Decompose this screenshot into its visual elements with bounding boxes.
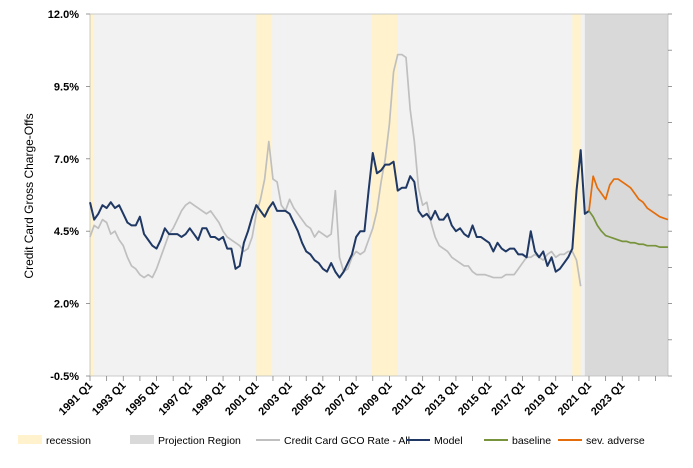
x-tick-label: 2001 Q1 <box>223 380 261 418</box>
series-lines <box>89 53 669 287</box>
legend-label: sev. adverse <box>586 435 645 447</box>
projection-region-band <box>584 14 668 376</box>
y-axis: -0.5% 2.0% 4.5% 7.0% 9.5% 12.0% <box>48 9 672 383</box>
legend-item: Credit Card GCO Rate - All <box>256 435 410 447</box>
x-tick-label: 2021 Q1 <box>556 380 594 418</box>
x-tick-label: 1995 Q1 <box>123 380 161 418</box>
recession-band <box>256 14 273 376</box>
y-tick-label: 12.0% <box>48 9 79 21</box>
y-tick-label: 2.0% <box>54 299 79 311</box>
x-tick-label: 2023 Q1 <box>589 380 627 418</box>
x-tick-label: 2019 Q1 <box>523 380 561 418</box>
x-tick-label: 2013 Q1 <box>423 380 461 418</box>
x-tick-label: 2011 Q1 <box>390 380 428 418</box>
x-tick-label: 1997 Q1 <box>157 380 195 418</box>
legend-item: Model <box>406 435 463 447</box>
legend-label: recession <box>46 435 91 447</box>
recession-band <box>90 14 95 376</box>
legend-swatch <box>18 435 42 444</box>
y-tick-label: 7.0% <box>54 154 79 166</box>
series-line-model <box>89 149 590 279</box>
y-tick-label: 9.5% <box>54 81 79 93</box>
x-tick-label: 1993 Q1 <box>90 380 128 418</box>
x-tick-label: 1999 Q1 <box>190 380 228 418</box>
series-line-sev-adverse <box>588 175 669 221</box>
legend-label: baseline <box>512 435 551 447</box>
legend-item: Projection Region <box>130 435 241 447</box>
y-axis-label: Credit Card Gross Charge-Offs <box>22 113 36 278</box>
y-tick-label: 4.5% <box>54 226 79 238</box>
series-line-baseline <box>588 210 668 248</box>
legend-label: Credit Card GCO Rate - All <box>284 435 410 447</box>
x-tick-label: 2007 Q1 <box>323 380 361 418</box>
legend-item: sev. adverse <box>558 435 645 447</box>
x-tick-label: 2017 Q1 <box>489 380 527 418</box>
x-tick-label: 2003 Q1 <box>256 380 294 418</box>
legend: recession Projection Region Credit Card GC… <box>18 435 645 447</box>
y-tick-label: -0.5% <box>50 371 79 383</box>
legend-item: recession <box>18 435 91 447</box>
x-tick-label: 2005 Q1 <box>290 380 328 418</box>
legend-label: Model <box>434 435 463 447</box>
series-line-credit-card-gco-rate-all <box>89 53 582 287</box>
x-tick-label: 2009 Q1 <box>356 380 394 418</box>
legend-swatch <box>130 435 154 444</box>
legend-item: baseline <box>484 435 551 447</box>
x-tick-label: 2015 Q1 <box>456 380 494 418</box>
x-tick-label: 1991 Q1 <box>57 380 95 418</box>
legend-label: Projection Region <box>158 435 241 447</box>
